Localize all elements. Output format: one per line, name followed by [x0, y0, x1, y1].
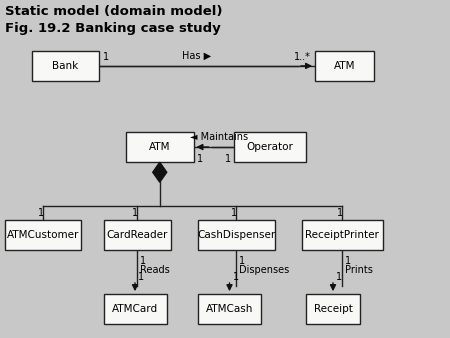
Text: Operator: Operator — [247, 142, 293, 152]
Text: Receipt: Receipt — [314, 304, 352, 314]
Text: 1: 1 — [239, 256, 245, 266]
Text: 1: 1 — [336, 272, 342, 282]
Text: 1: 1 — [138, 272, 144, 282]
Text: Reads: Reads — [140, 265, 170, 275]
Text: 1: 1 — [231, 208, 238, 218]
Text: 1: 1 — [132, 208, 139, 218]
Polygon shape — [153, 162, 167, 182]
Text: Bank: Bank — [52, 61, 78, 71]
Text: 1..*: 1..* — [294, 52, 311, 62]
Text: CardReader: CardReader — [107, 230, 168, 240]
FancyBboxPatch shape — [104, 294, 166, 324]
Text: ATMCash: ATMCash — [206, 304, 253, 314]
FancyBboxPatch shape — [104, 220, 171, 250]
Text: ATMCard: ATMCard — [112, 304, 158, 314]
Text: Static model (domain model): Static model (domain model) — [5, 5, 222, 18]
FancyBboxPatch shape — [126, 132, 194, 162]
FancyBboxPatch shape — [198, 220, 274, 250]
Text: 1: 1 — [38, 208, 44, 218]
FancyBboxPatch shape — [234, 132, 306, 162]
Text: Has ▶: Has ▶ — [182, 51, 211, 61]
Text: ATM: ATM — [333, 61, 355, 71]
Text: 1: 1 — [345, 256, 351, 266]
Text: 1: 1 — [337, 208, 343, 218]
Text: ◄ Maintains: ◄ Maintains — [190, 132, 248, 142]
Text: 1: 1 — [197, 154, 202, 164]
FancyBboxPatch shape — [306, 294, 360, 324]
Text: ReceiptPrinter: ReceiptPrinter — [305, 230, 379, 240]
Text: 1: 1 — [225, 154, 231, 164]
Text: 1: 1 — [233, 272, 238, 282]
FancyBboxPatch shape — [32, 51, 99, 81]
FancyBboxPatch shape — [4, 220, 81, 250]
Text: ATM: ATM — [149, 142, 171, 152]
FancyBboxPatch shape — [198, 294, 261, 324]
Text: CashDispenser: CashDispenser — [197, 230, 275, 240]
FancyBboxPatch shape — [302, 220, 382, 250]
FancyBboxPatch shape — [315, 51, 374, 81]
Text: Fig. 19.2 Banking case study: Fig. 19.2 Banking case study — [5, 22, 221, 35]
Text: Prints: Prints — [345, 265, 373, 275]
Text: Dispenses: Dispenses — [239, 265, 289, 275]
Text: 1: 1 — [103, 52, 109, 62]
Text: 1: 1 — [140, 256, 146, 266]
Text: ATMCustomer: ATMCustomer — [7, 230, 79, 240]
